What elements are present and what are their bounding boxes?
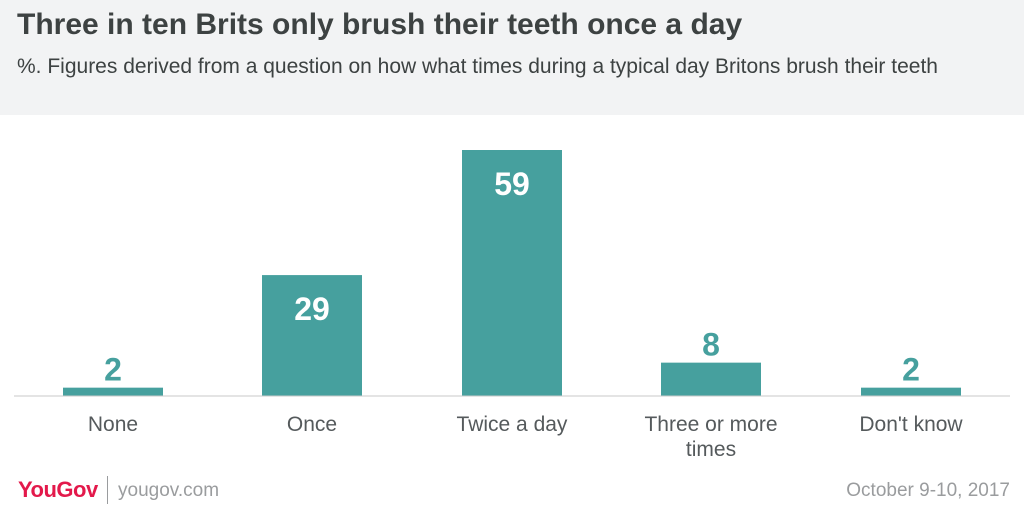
fieldwork-date: October 9-10, 2017 xyxy=(846,480,1010,501)
bar-2 xyxy=(462,150,562,396)
category-label-line: times xyxy=(686,438,736,461)
category-label-1: Once xyxy=(287,413,337,436)
category-label-0: None xyxy=(88,413,138,436)
category-label-2: Twice a day xyxy=(457,413,568,436)
bar-4 xyxy=(861,387,961,396)
chart-title: Three in ten Brits only brush their teet… xyxy=(17,8,743,41)
bar-0 xyxy=(63,387,163,396)
category-label-line: Twice a day xyxy=(457,413,568,436)
category-label-line: Once xyxy=(287,413,337,436)
chart-header: Three in ten Brits only brush their teet… xyxy=(0,0,1024,115)
category-label-line: Don't know xyxy=(859,413,963,436)
yougov-logo[interactable]: YouGov xyxy=(18,477,98,502)
bars-group: 2 29 59 8 2 xyxy=(63,150,961,396)
bar-value-label-2: 59 xyxy=(494,166,530,202)
bar-3 xyxy=(661,362,761,396)
footer-site-link[interactable]: yougov.com xyxy=(118,480,220,501)
bar-value-label-4: 2 xyxy=(902,352,920,388)
footer-divider xyxy=(107,476,108,504)
bar-1 xyxy=(262,275,362,396)
bar-chart: 2 29 59 8 2 None Once Twice a day Three or more… xyxy=(14,150,1010,461)
category-label-line: Three or more xyxy=(644,413,777,436)
category-labels: None Once Twice a day Three or more times Don… xyxy=(88,413,964,461)
bar-value-label-0: 2 xyxy=(104,352,122,388)
category-label-4: Don't know xyxy=(859,413,963,436)
bar-value-label-1: 29 xyxy=(294,291,330,327)
chart-subtitle: %. Figures derived from a question on ho… xyxy=(17,55,938,78)
bar-value-label-3: 8 xyxy=(702,327,720,363)
category-label-line: None xyxy=(88,413,138,436)
category-label-3: Three or more times xyxy=(644,413,777,461)
